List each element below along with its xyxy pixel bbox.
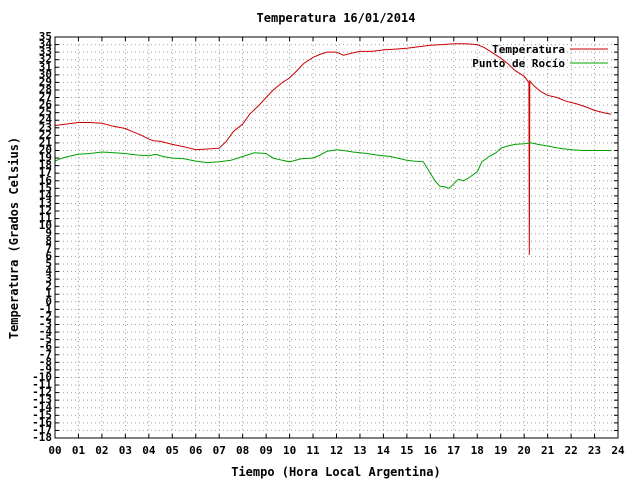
y-tick-label: 33 bbox=[39, 45, 52, 58]
y-tick-label: 15 bbox=[39, 181, 52, 194]
chart-title: Temperatura 16/01/2014 bbox=[257, 11, 416, 25]
x-tick-label: 00 bbox=[48, 444, 61, 457]
y-tick-label: 21 bbox=[39, 136, 53, 149]
y-tick-label: 28 bbox=[39, 83, 52, 96]
y-tick-label: 27 bbox=[39, 91, 52, 104]
y-tick-label: 8 bbox=[45, 234, 52, 247]
y-tick-label: 30 bbox=[39, 68, 52, 81]
y-tick-label: -4 bbox=[39, 325, 53, 338]
x-tick-label: 07 bbox=[213, 444, 226, 457]
y-tick-label: 5 bbox=[45, 257, 52, 270]
x-tick-label: 23 bbox=[588, 444, 601, 457]
x-axis-label: Tiempo (Hora Local Argentina) bbox=[231, 465, 441, 479]
y-tick-label: 31 bbox=[39, 60, 53, 73]
x-tick-label: 24 bbox=[611, 444, 625, 457]
legend-label: Temperatura bbox=[492, 43, 565, 56]
y-tick-label: -16 bbox=[32, 416, 52, 429]
x-tick-label: 10 bbox=[283, 444, 296, 457]
y-tick-label: -17 bbox=[32, 423, 52, 436]
y-tick-label: 13 bbox=[39, 196, 52, 209]
x-tick-label: 20 bbox=[518, 444, 531, 457]
x-tick-label: 22 bbox=[564, 444, 577, 457]
x-tick-label: 02 bbox=[95, 444, 108, 457]
y-tick-label: -11 bbox=[32, 378, 52, 391]
x-tick-label: 15 bbox=[400, 444, 413, 457]
y-tick-label: 9 bbox=[45, 227, 52, 240]
y-tick-label: 6 bbox=[45, 249, 52, 262]
y-tick-label: 12 bbox=[39, 204, 52, 217]
y-tick-label: -18 bbox=[32, 431, 52, 444]
x-tick-label: 17 bbox=[447, 444, 460, 457]
y-tick-label: 18 bbox=[39, 159, 52, 172]
y-tick-label: -12 bbox=[32, 386, 52, 399]
y-tick-label: 16 bbox=[39, 174, 53, 187]
y-tick-label: 19 bbox=[39, 151, 52, 164]
y-tick-label: -14 bbox=[32, 401, 52, 414]
x-tick-label: 12 bbox=[330, 444, 343, 457]
x-tick-label: 06 bbox=[189, 444, 203, 457]
x-tick-label: 05 bbox=[166, 444, 179, 457]
x-tick-label: 03 bbox=[119, 444, 132, 457]
y-tick-label: -2 bbox=[39, 310, 52, 323]
grid bbox=[54, 36, 619, 439]
y-tick-label: 2 bbox=[45, 280, 52, 293]
series-line-temperatura bbox=[54, 43, 612, 255]
x-tick-label: 09 bbox=[260, 444, 273, 457]
y-tick-label: 4 bbox=[45, 265, 52, 278]
y-tick-label: 17 bbox=[39, 166, 52, 179]
x-tick-label: 21 bbox=[541, 444, 555, 457]
y-tick-label: 32 bbox=[39, 53, 52, 66]
y-tick-label: 20 bbox=[39, 143, 52, 156]
y-tick-label: 29 bbox=[39, 75, 52, 88]
y-tick-label: -7 bbox=[39, 348, 52, 361]
x-tick-label: 01 bbox=[72, 444, 86, 457]
y-tick-label: -9 bbox=[39, 363, 52, 376]
x-tick-label: 18 bbox=[471, 444, 484, 457]
x-tick-label: 16 bbox=[424, 444, 438, 457]
legend-label: Punto de Rocío bbox=[472, 57, 565, 70]
y-tick-label: -1 bbox=[39, 302, 53, 315]
y-tick-label: -10 bbox=[32, 370, 52, 383]
y-tick-label: 10 bbox=[39, 219, 52, 232]
y-tick-label: -15 bbox=[32, 408, 52, 421]
y-tick-label: 7 bbox=[45, 242, 52, 255]
y-tick-label: 14 bbox=[39, 189, 53, 202]
x-axis-ticks: 00 01 02 03 04 05 06 07 08 09 10 11 12 13 14 15 16 17 18 19… bbox=[48, 37, 625, 457]
x-tick-label: 19 bbox=[494, 444, 507, 457]
y-tick-label: 3 bbox=[45, 272, 52, 285]
x-tick-label: 14 bbox=[377, 444, 391, 457]
y-axis-ticks: 3534333231302928272625242322212019181716… bbox=[32, 30, 618, 444]
x-tick-label: 11 bbox=[306, 444, 320, 457]
y-tick-label: 0 bbox=[45, 295, 52, 308]
y-axis-label: Temperatura (Grados Celsius) bbox=[7, 137, 21, 339]
y-tick-label: 24 bbox=[39, 113, 53, 126]
series bbox=[54, 43, 612, 255]
y-tick-label: -3 bbox=[39, 318, 52, 331]
x-tick-label: 08 bbox=[236, 444, 249, 457]
y-tick-label: 34 bbox=[39, 38, 53, 51]
y-tick-label: 22 bbox=[39, 128, 52, 141]
y-tick-label: -6 bbox=[39, 340, 53, 353]
y-tick-label: 26 bbox=[39, 98, 53, 111]
plot-frame bbox=[54, 36, 619, 439]
y-tick-label: 23 bbox=[39, 121, 52, 134]
x-tick-label: 13 bbox=[353, 444, 366, 457]
x-tick-label: 04 bbox=[142, 444, 156, 457]
y-tick-label: 25 bbox=[39, 106, 52, 119]
y-tick-label: 1 bbox=[45, 287, 52, 300]
y-tick-label: -5 bbox=[39, 333, 52, 346]
y-tick-label: 11 bbox=[39, 212, 53, 225]
y-tick-label: -8 bbox=[39, 355, 52, 368]
y-tick-label: -13 bbox=[32, 393, 52, 406]
y-tick-label: 35 bbox=[39, 30, 52, 43]
series-line-punto-de-rocio bbox=[54, 142, 611, 189]
